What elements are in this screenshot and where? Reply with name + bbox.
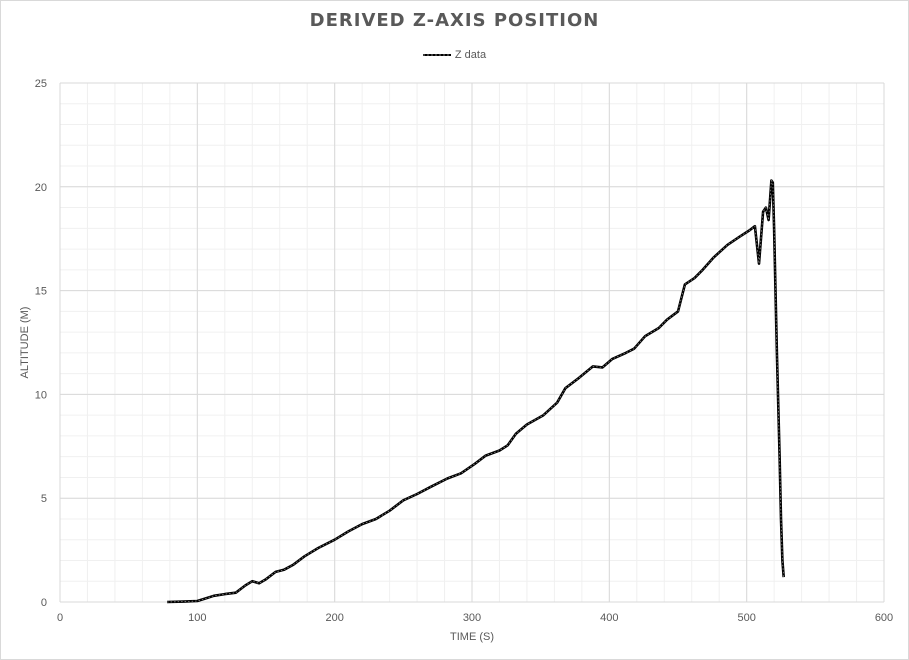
y-tick-label: 15 (35, 286, 47, 298)
y-tick-label: 10 (35, 389, 47, 401)
y-axis-ticks: 0 5 10 15 20 25 (35, 78, 47, 609)
y-tick-label: 0 (41, 597, 47, 609)
legend-label: Z data (454, 49, 487, 61)
y-tick-label: 20 (35, 182, 47, 194)
series-layer (167, 179, 785, 604)
chart-title: DERIVED Z-AXIS POSITION (309, 10, 600, 31)
legend-line-icon (422, 54, 451, 56)
x-axis-ticks: 0 100 200 300 400 500 600 (57, 612, 893, 624)
x-tick-label: 300 (463, 612, 481, 624)
series-line-z-data-markers (167, 179, 785, 603)
y-tick-label: 5 (41, 493, 47, 505)
y-tick-label: 25 (35, 78, 47, 90)
x-tick-label: 500 (737, 612, 755, 624)
x-tick-label: 100 (188, 612, 206, 624)
x-axis-title: TIME (S) (450, 631, 494, 643)
x-tick-label: 600 (875, 612, 893, 624)
x-tick-label: 400 (600, 612, 618, 624)
x-tick-label: 0 (57, 612, 63, 624)
series-line-z-data (167, 179, 785, 604)
x-tick-label: 200 (325, 612, 343, 624)
legend: Z data (0, 49, 909, 61)
y-axis-title: ALTITUDE (M) (19, 307, 31, 379)
major-gridlines (59, 82, 885, 603)
